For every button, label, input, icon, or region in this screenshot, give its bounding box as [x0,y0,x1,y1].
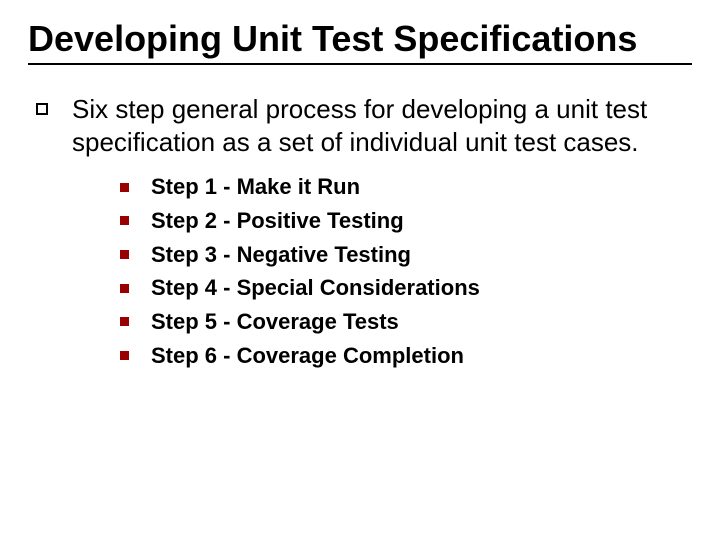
outline-square-bullet-icon [36,103,48,115]
list-item: Step 6 - Coverage Completion [120,341,692,371]
step-label: Step 1 - Make it Run [151,172,360,202]
title-underline [28,63,692,65]
solid-square-bullet-icon [120,250,129,259]
solid-square-bullet-icon [120,216,129,225]
sub-bullet-list: Step 1 - Make it Run Step 2 - Positive T… [120,172,692,370]
slide: Developing Unit Test Specifications Six … [0,0,720,540]
step-label: Step 5 - Coverage Tests [151,307,399,337]
list-item: Step 1 - Make it Run [120,172,692,202]
step-label: Step 2 - Positive Testing [151,206,404,236]
step-label: Step 6 - Coverage Completion [151,341,464,371]
list-item: Step 4 - Special Considerations [120,273,692,303]
solid-square-bullet-icon [120,317,129,326]
step-label: Step 4 - Special Considerations [151,273,480,303]
slide-title: Developing Unit Test Specifications [28,18,692,59]
list-item: Step 5 - Coverage Tests [120,307,692,337]
solid-square-bullet-icon [120,351,129,360]
list-item: Step 2 - Positive Testing [120,206,692,236]
body-bullet-level1: Six step general process for developing … [36,93,692,158]
solid-square-bullet-icon [120,183,129,192]
body-text: Six step general process for developing … [72,93,692,158]
list-item: Step 3 - Negative Testing [120,240,692,270]
step-label: Step 3 - Negative Testing [151,240,411,270]
solid-square-bullet-icon [120,284,129,293]
